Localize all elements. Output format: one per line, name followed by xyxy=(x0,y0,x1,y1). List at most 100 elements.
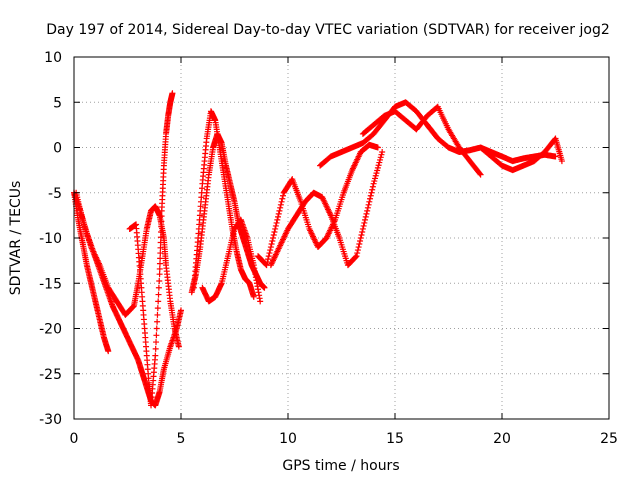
data-point xyxy=(153,339,160,346)
data-point xyxy=(157,255,164,262)
data-point xyxy=(178,307,184,314)
data-point xyxy=(374,144,381,151)
data-point xyxy=(269,238,276,245)
series-track-1 xyxy=(71,189,184,409)
data-point xyxy=(377,156,384,163)
series-track-8 xyxy=(255,141,381,269)
data-point xyxy=(362,216,369,223)
x-tick-label: 0 xyxy=(70,431,79,447)
data-point xyxy=(257,298,264,305)
data-point xyxy=(366,198,373,205)
data-point xyxy=(156,260,163,267)
data-point xyxy=(130,303,137,310)
y-tick-label: -20 xyxy=(39,322,62,338)
y-tick-label: 5 xyxy=(53,95,62,111)
data-point xyxy=(369,183,376,190)
data-point xyxy=(277,201,284,208)
series-track-2 xyxy=(71,189,112,355)
data-point xyxy=(376,159,383,166)
data-point xyxy=(558,158,565,165)
x-tick-label: 5 xyxy=(177,431,186,447)
data-point xyxy=(273,219,280,226)
data-point xyxy=(274,216,281,223)
data-point xyxy=(153,325,160,332)
series-track-13 xyxy=(477,135,565,174)
y-tick-label: 10 xyxy=(44,50,62,66)
data-point xyxy=(359,225,366,232)
y-tick-label: -10 xyxy=(39,231,62,247)
y-tick-label: -15 xyxy=(39,276,62,292)
data-point xyxy=(275,213,282,220)
data-point xyxy=(156,271,163,278)
data-point xyxy=(552,153,559,160)
data-point xyxy=(365,201,372,208)
y-tick-label: -30 xyxy=(39,412,62,428)
data-point xyxy=(156,277,163,284)
data-point xyxy=(154,311,161,318)
data-point xyxy=(265,253,272,260)
data-point xyxy=(270,235,277,241)
data-point xyxy=(266,250,273,257)
y-tick-label: 0 xyxy=(53,141,62,157)
chart-title: Day 197 of 2014, Sidereal Day-to-day VTE… xyxy=(46,22,609,38)
data-point xyxy=(359,228,366,235)
data-point xyxy=(265,256,272,263)
data-point xyxy=(158,213,165,220)
data-point xyxy=(275,210,282,217)
data-point xyxy=(357,235,364,241)
data-point xyxy=(261,284,268,291)
data-point xyxy=(278,198,285,205)
data-point xyxy=(477,171,484,178)
data-point xyxy=(267,244,274,251)
data-point xyxy=(271,228,278,235)
data-point xyxy=(354,247,361,254)
data-point xyxy=(175,343,182,350)
data-point xyxy=(375,162,382,169)
data-point xyxy=(276,207,283,214)
data-point xyxy=(152,352,159,359)
data-point xyxy=(377,154,384,161)
data-point xyxy=(354,250,361,257)
data-point xyxy=(272,225,279,232)
data-point xyxy=(157,234,164,241)
data-point xyxy=(250,293,257,300)
data-point xyxy=(352,253,359,260)
data-point xyxy=(360,222,367,229)
data-point xyxy=(157,244,164,251)
data-point xyxy=(353,253,360,260)
grid xyxy=(74,57,609,419)
data-point xyxy=(364,207,371,214)
data-point xyxy=(280,192,287,199)
y-tick-labels: -30 -25 -20 -15 -10 -5 0 5 10 xyxy=(39,50,62,428)
x-tick-label: 10 xyxy=(279,431,297,447)
y-tick-label: -5 xyxy=(48,186,62,202)
data-points xyxy=(71,90,565,409)
data-point xyxy=(364,204,371,211)
data-point xyxy=(358,231,365,238)
axis-ticks xyxy=(73,56,610,420)
data-point xyxy=(279,195,286,202)
data-point xyxy=(373,170,380,177)
x-tick-label: 25 xyxy=(600,431,618,447)
data-point xyxy=(361,219,368,226)
series-track-7 xyxy=(199,216,264,305)
data-point xyxy=(153,332,160,339)
series-track-12 xyxy=(424,121,559,165)
data-point xyxy=(367,195,374,202)
y-tick-label: -25 xyxy=(39,367,62,383)
x-tick-label: 15 xyxy=(386,431,404,447)
data-point xyxy=(357,238,364,245)
data-point xyxy=(355,244,362,251)
data-point xyxy=(370,180,377,187)
data-point xyxy=(155,291,162,298)
data-point xyxy=(372,175,379,182)
data-point xyxy=(476,170,483,177)
data-point xyxy=(156,265,163,272)
series-track-4 xyxy=(126,90,176,409)
x-tick-label: 20 xyxy=(493,431,511,447)
data-point xyxy=(371,178,378,185)
data-point xyxy=(272,222,279,229)
data-point xyxy=(362,213,369,220)
data-point xyxy=(369,186,376,193)
x-axis-label: GPS time / hours xyxy=(282,458,399,474)
